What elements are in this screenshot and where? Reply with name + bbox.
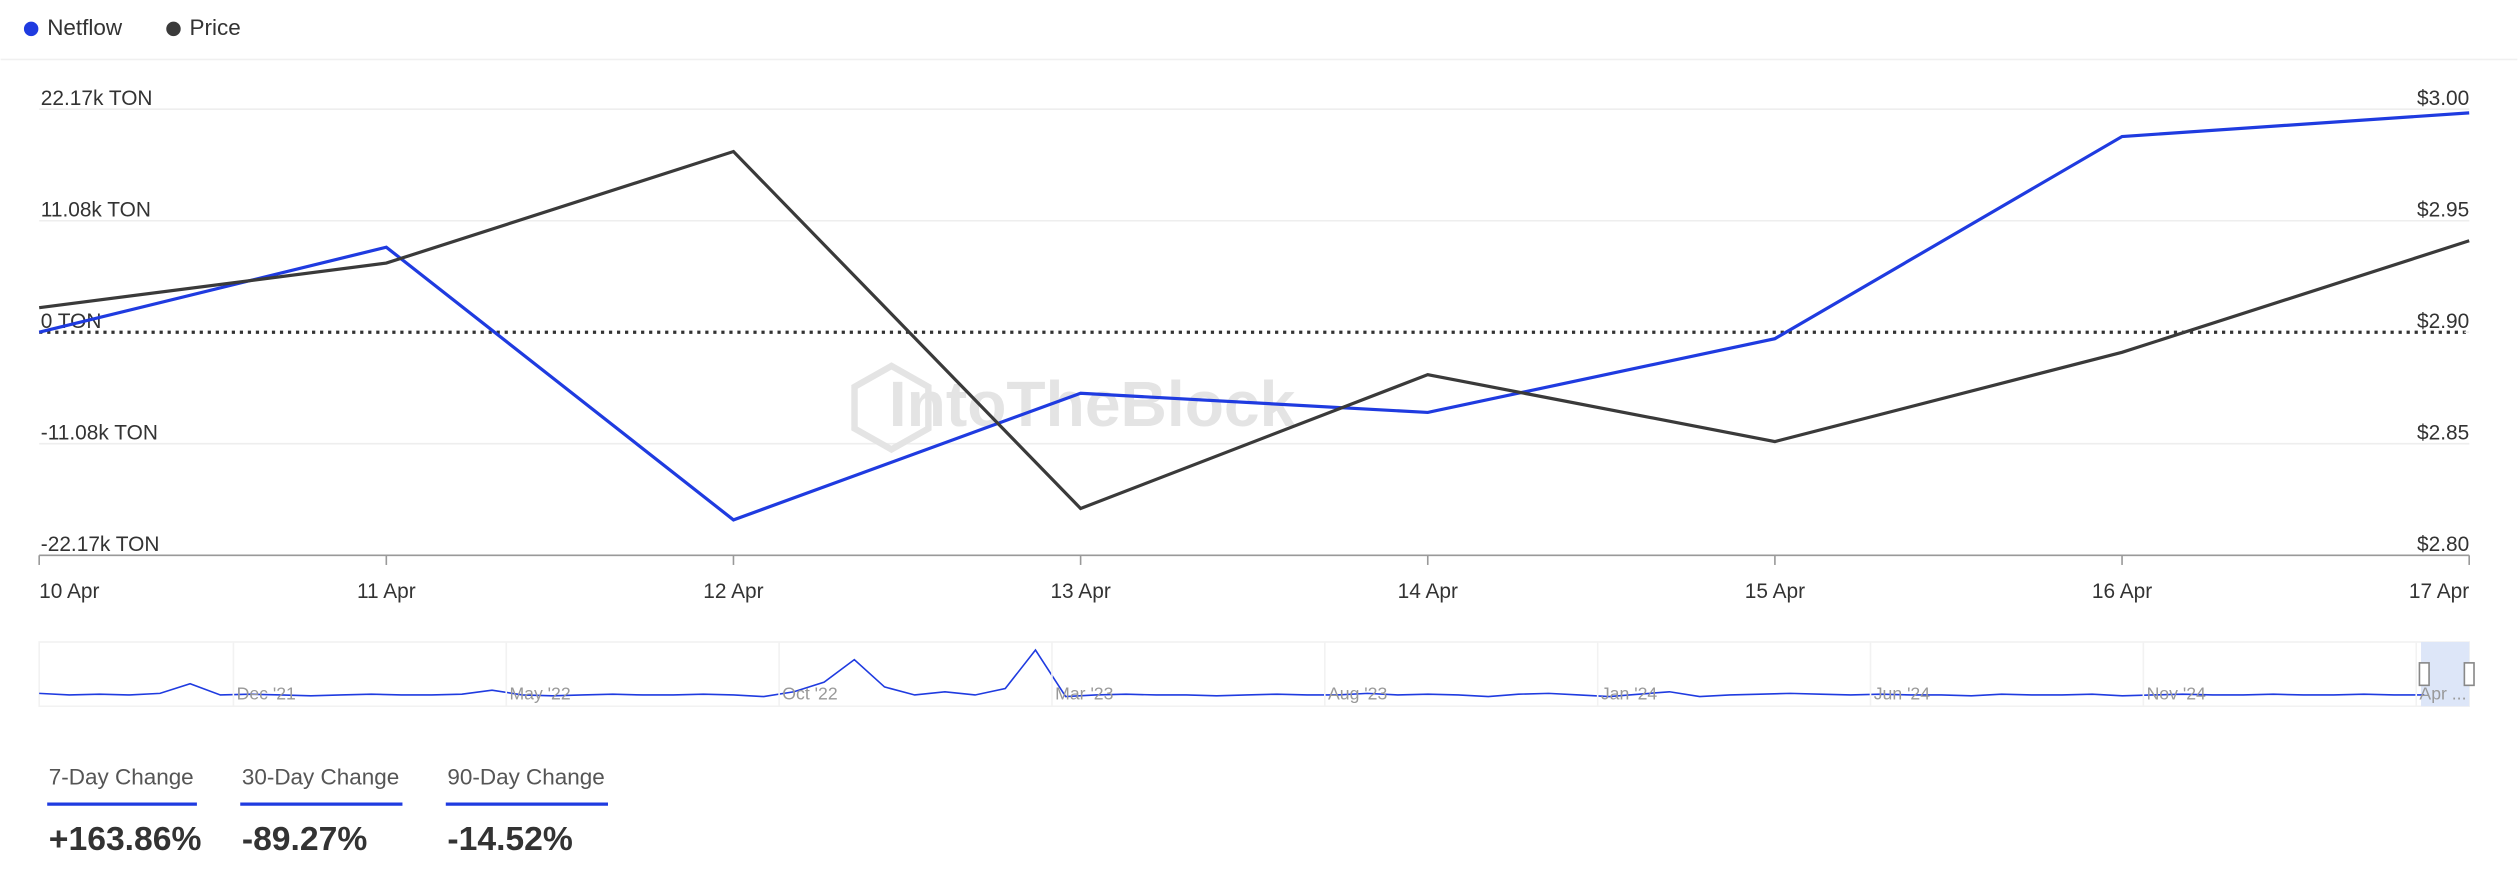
stat-label[interactable]: 90-Day Change: [447, 764, 604, 789]
y2-tick-label: $2.80: [2417, 533, 2469, 556]
stat-label[interactable]: 30-Day Change: [242, 764, 399, 789]
y-tick-label: -11.08k TON: [41, 422, 158, 445]
x-tick-label: 11 Apr: [357, 580, 416, 603]
x-tick-label: 15 Apr: [1745, 580, 1805, 603]
series-line: [38, 111, 2470, 522]
overview-line: [39, 648, 2425, 698]
x-tick-label: 12 Apr: [703, 580, 763, 603]
navigator-handle[interactable]: [2418, 662, 2430, 687]
navigator-frame: [38, 641, 2470, 708]
overview-label: Apr ...: [2419, 684, 2466, 704]
x-tick-label: 17 Apr: [2409, 580, 2469, 603]
legend-marker[interactable]: [23, 21, 39, 37]
overview-label: Nov '24: [2147, 684, 2206, 704]
stat-value: -89.27%: [242, 820, 368, 858]
y2-tick-label: $3.00: [2417, 87, 2469, 110]
x-tick-label: 14 Apr: [1398, 580, 1458, 603]
watermark: IntoTheBlock: [889, 368, 1296, 440]
legend-marker[interactable]: [166, 21, 181, 37]
overview-label: Dec '21: [237, 684, 296, 704]
y2-tick-label: $2.95: [2417, 199, 2469, 222]
stat-value: +163.86%: [49, 820, 202, 858]
overview-label: Mar '23: [1055, 684, 1113, 704]
overview-label: Jan '24: [1601, 684, 1658, 704]
y2-tick-label: $2.90: [2417, 310, 2469, 333]
overview-label: May '22: [509, 684, 570, 704]
y2-tick-label: $2.85: [2417, 422, 2469, 445]
overview-label: Aug '23: [1328, 684, 1387, 704]
stat-value: -14.52%: [447, 820, 573, 858]
series-line: [38, 149, 2470, 511]
legend-label[interactable]: Price: [190, 15, 241, 40]
stat-label[interactable]: 7-Day Change: [49, 764, 194, 789]
y-tick-label: 11.08k TON: [41, 199, 151, 222]
navigator-handle[interactable]: [2463, 662, 2475, 687]
legend-label[interactable]: Netflow: [47, 15, 123, 40]
x-tick-label: 10 Apr: [39, 580, 99, 603]
y-tick-label: 22.17k TON: [41, 87, 153, 110]
y-tick-label: -22.17k TON: [41, 533, 160, 556]
x-tick-label: 16 Apr: [2092, 580, 2152, 603]
watermark-logo: [851, 362, 932, 454]
overview-label: Oct '22: [782, 684, 837, 704]
x-tick-label: 13 Apr: [1050, 580, 1110, 603]
overview-label: Jun '24: [1874, 684, 1931, 704]
